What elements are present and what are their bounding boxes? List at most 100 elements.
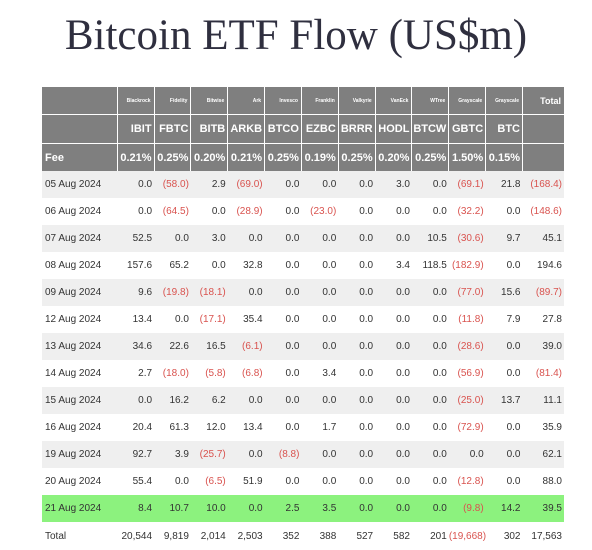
flow-cell: 0.0: [411, 360, 449, 387]
table-row: 14 Aug 2024 2.7 (18.0) (5.8) (6.8) 0.0 3.4 0.0 0…: [42, 360, 564, 387]
flow-cell: 13.7: [485, 387, 523, 414]
date-cell: 16 Aug 2024: [42, 414, 118, 441]
fee-cell: 1.50%: [448, 143, 487, 171]
date-cell: 06 Aug 2024: [42, 198, 118, 225]
total-cell: 2,014: [190, 522, 228, 550]
total-ticker-blank: [522, 114, 564, 144]
flow-cell: (12.8): [448, 468, 486, 495]
flow-cell: (69.0): [227, 171, 265, 198]
total-cell: 388: [301, 522, 339, 550]
issuer-header: Grayscale: [485, 87, 523, 115]
flow-cell: 12.0: [190, 414, 228, 441]
flow-cell: 0.0: [264, 387, 302, 414]
flow-cell: 0.0: [485, 414, 523, 441]
fee-cell: 0.25%: [264, 143, 302, 171]
table-row: 20 Aug 2024 55.4 0.0 (6.5) 51.9 0.0 0.0 0.0 0.0 0…: [42, 468, 564, 495]
flow-cell: 0.0: [117, 387, 155, 414]
total-cell: 302: [485, 522, 523, 550]
ticker-header: FBTC: [154, 114, 192, 144]
corner-cell: [42, 114, 118, 144]
ticker-header: EZBC: [301, 114, 339, 144]
fee-cell: 0.20%: [190, 143, 229, 171]
flow-cell: 0.0: [301, 171, 339, 198]
fee-cell: 0.20%: [375, 143, 413, 171]
ticker-header: ARKB: [227, 114, 266, 144]
fee-cell: 0.15%: [485, 143, 523, 171]
flow-cell: 0.0: [301, 225, 339, 252]
flow-cell: 0.0: [301, 441, 339, 468]
flow-cell: 3.4: [375, 252, 412, 279]
flow-cell: (23.0): [301, 198, 339, 225]
fee-header-row: Fee 0.21% 0.25% 0.20% 0.21% 0.25% 0.19% 0.25% 0…: [42, 143, 564, 171]
flow-cell: 0.0: [375, 333, 412, 360]
flow-cell: 0.0: [227, 441, 265, 468]
flow-cell: 65.2: [154, 252, 191, 279]
flow-cell: 0.0: [264, 333, 302, 360]
flow-cell: (56.9): [448, 360, 486, 387]
flow-cell: 0.0: [227, 387, 265, 414]
flow-cell: 0.0: [338, 441, 376, 468]
flow-cell: 2.9: [190, 171, 228, 198]
flow-cell: (28.9): [227, 198, 265, 225]
flow-cell: 0.0: [264, 414, 302, 441]
flow-cell: 0.0: [411, 414, 449, 441]
flow-cell: (69.1): [448, 171, 486, 198]
flow-cell: 52.5: [117, 225, 155, 252]
flow-cell: (6.1): [227, 333, 265, 360]
table-row: 13 Aug 2024 34.6 22.6 16.5 (6.1) 0.0 0.0 0.0 0.0…: [42, 333, 564, 360]
flow-cell: 7.9: [485, 306, 523, 333]
flow-cell: (32.2): [448, 198, 486, 225]
flow-cell: 0.0: [485, 360, 523, 387]
table-row: 05 Aug 2024 0.0 (58.0) 2.9 (69.0) 0.0 0.0 0.0 3.…: [42, 171, 564, 198]
flow-cell: 3.9: [154, 441, 191, 468]
ticker-header: HODL: [375, 114, 413, 144]
flow-cell: 0.0: [264, 468, 302, 495]
flow-cell: 16.2: [154, 387, 191, 414]
table-row: 19 Aug 2024 92.7 3.9 (25.7) 0.0 (8.8) 0.0 0.0 0.…: [42, 441, 564, 468]
fee-cell: 0.25%: [411, 143, 450, 171]
flow-cell: 0.0: [485, 333, 523, 360]
flow-cell: 14.2: [485, 495, 523, 522]
date-cell: 21 Aug 2024: [42, 495, 118, 522]
flow-cell: 0.0: [375, 306, 412, 333]
flow-cell: 0.0: [338, 495, 376, 522]
date-cell: 13 Aug 2024: [42, 333, 118, 360]
flow-cell: 0.0: [375, 225, 412, 252]
flow-cell: 0.0: [375, 387, 412, 414]
total-cell: 201: [411, 522, 449, 550]
row-total-cell: 35.9: [522, 414, 564, 441]
flow-cell: 0.0: [338, 225, 376, 252]
issuer-header: Grayscale: [448, 87, 487, 115]
flow-cell: 16.5: [190, 333, 228, 360]
flow-cell: 32.8: [227, 252, 265, 279]
flow-cell: 0.0: [338, 198, 376, 225]
table-row: 12 Aug 2024 13.4 0.0 (17.1) 35.4 0.0 0.0 0.0 0.0…: [42, 306, 564, 333]
flow-cell: (25.0): [448, 387, 486, 414]
ticker-header: IBIT: [117, 114, 155, 144]
total-cell: 582: [375, 522, 412, 550]
flow-cell: 157.6: [117, 252, 155, 279]
flow-cell: 0.0: [264, 360, 302, 387]
ticker-header-row: IBIT FBTC BITB ARKB BTCO EZBC BRRR HODL BTCW GBTC…: [42, 114, 564, 144]
flow-cell: 1.7: [301, 414, 339, 441]
flow-cell: 0.0: [375, 414, 412, 441]
row-total-cell: (89.7): [522, 279, 564, 306]
flow-cell: 0.0: [485, 252, 523, 279]
flow-cell: 3.0: [190, 225, 228, 252]
table-footer: Total 20,544 9,819 2,014 2,503 352 388 527 582 2…: [42, 522, 564, 550]
flow-cell: (77.0): [448, 279, 486, 306]
flow-cell: 15.6: [485, 279, 523, 306]
page-title: Bitcoin ETF Flow (US$m): [64, 12, 528, 59]
total-cell: 9,819: [154, 522, 191, 550]
flow-cell: (28.6): [448, 333, 486, 360]
row-total-cell: 39.0: [522, 333, 564, 360]
flow-cell: 0.0: [338, 306, 376, 333]
total-cell: 17,563: [522, 522, 564, 550]
flow-cell: 20.4: [117, 414, 155, 441]
flow-cell: 0.0: [338, 360, 376, 387]
flow-cell: 13.4: [227, 414, 265, 441]
flow-cell: 0.0: [338, 387, 376, 414]
ticker-header: BRRR: [338, 114, 376, 144]
corner-cell: [42, 87, 118, 115]
flow-cell: 0.0: [264, 306, 302, 333]
